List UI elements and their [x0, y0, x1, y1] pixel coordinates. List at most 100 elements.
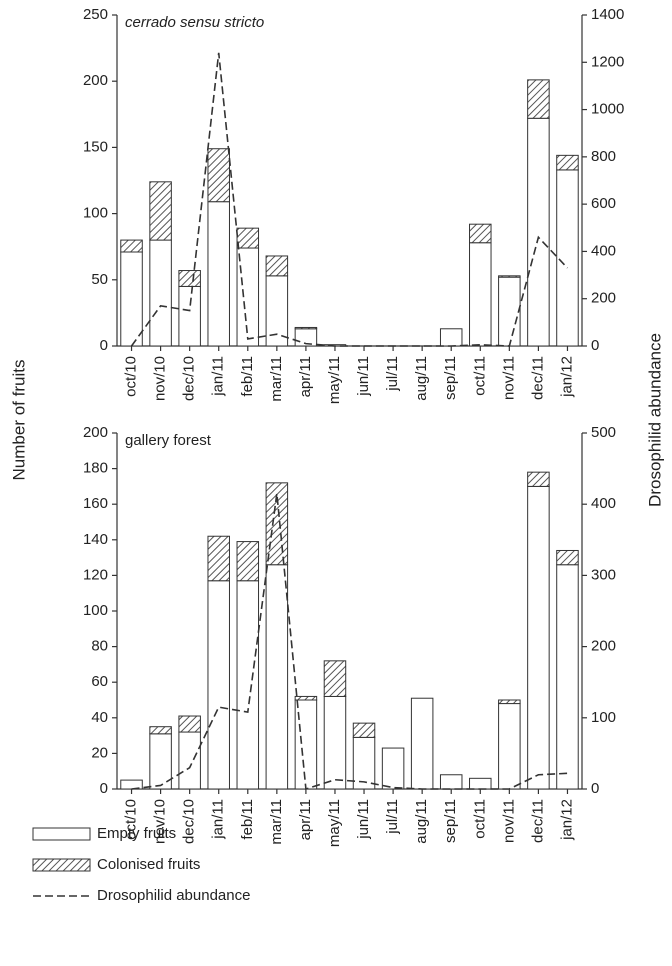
y2-tick-label: 200	[591, 638, 616, 655]
y2-axis-label: Drosophilid abundance	[645, 333, 664, 507]
bar	[381, 747, 405, 790]
bar	[469, 223, 492, 244]
bar	[352, 722, 376, 738]
legend-label: Colonised fruits	[97, 856, 200, 873]
x-tick-label: apr/11	[297, 799, 314, 840]
y2-tick-label: 1400	[591, 6, 624, 23]
x-tick-label: jul/11	[384, 799, 401, 835]
x-tick-label: sep/11	[442, 799, 459, 843]
y2-tick-label: 200	[591, 290, 616, 307]
y-tick-label: 80	[91, 638, 108, 655]
y-tick-label: 200	[83, 72, 108, 89]
bar	[439, 328, 463, 347]
panel-title: cerrado sensu stricto	[125, 14, 264, 31]
line	[131, 493, 568, 791]
bar	[236, 541, 260, 582]
x-tick-label: may/11	[326, 799, 343, 847]
x-tick-label: nov/10	[152, 356, 169, 401]
bar	[294, 326, 318, 330]
bar	[178, 270, 201, 287]
y2-tick-label: 100	[591, 709, 616, 726]
x-tick-label: jan/11	[210, 356, 227, 397]
bar	[236, 580, 260, 790]
x-tick-label: dec/10	[181, 799, 198, 844]
bar	[207, 148, 230, 203]
x-tick-label: jan/12	[558, 356, 575, 398]
bar	[207, 201, 230, 347]
y-tick-label: 60	[91, 673, 108, 690]
legend-label: Empty fruits	[97, 825, 176, 842]
y-tick-label: 100	[83, 602, 108, 619]
bar	[265, 482, 289, 566]
x-tick-label: oct/10	[123, 799, 140, 840]
x-tick-label: oct/10	[123, 356, 140, 397]
legend-swatch	[32, 827, 91, 841]
bar	[527, 471, 550, 487]
x-tick-label: oct/11	[471, 356, 488, 396]
bar	[149, 239, 172, 347]
bar	[265, 255, 289, 277]
x-tick-label: dec/11	[529, 356, 546, 400]
y-tick-label: 180	[83, 460, 108, 477]
x-tick-label: nov/11	[500, 799, 517, 843]
panel-title: gallery forest	[125, 432, 212, 449]
y-tick-label: 50	[91, 271, 108, 288]
bar	[556, 564, 579, 790]
y2-tick-label: 1000	[591, 101, 624, 118]
bar	[265, 275, 289, 347]
y2-tick-label: 600	[591, 195, 616, 212]
bar	[236, 227, 260, 249]
y-tick-label: 20	[91, 744, 108, 761]
y2-tick-label: 500	[591, 424, 616, 441]
x-tick-label: feb/11	[239, 799, 256, 840]
bar	[498, 276, 521, 347]
bar	[556, 169, 579, 347]
x-tick-label: aug/11	[413, 356, 430, 401]
y-tick-label: 200	[83, 424, 108, 441]
x-tick-label: oct/11	[471, 799, 488, 839]
x-tick-label: aug/11	[413, 799, 430, 844]
line	[130, 52, 569, 347]
y2-tick-label: 400	[591, 242, 616, 259]
bar	[323, 695, 347, 790]
bar	[207, 580, 230, 790]
x-tick-label: may/11	[326, 356, 343, 404]
bar	[149, 726, 172, 735]
y-tick-label: 250	[83, 6, 108, 23]
y-tick-label: 140	[83, 531, 108, 548]
y2-tick-label: 800	[591, 148, 616, 165]
bar	[149, 181, 172, 241]
x-tick-label: jun/11	[355, 356, 372, 397]
bar	[265, 564, 289, 790]
y2-tick-label: 0	[591, 780, 599, 797]
bar	[498, 275, 521, 278]
bar	[556, 154, 579, 171]
bar	[410, 697, 434, 790]
bar	[469, 777, 492, 790]
bar	[527, 117, 550, 347]
bar	[207, 535, 230, 582]
bar	[178, 731, 201, 790]
bar	[498, 703, 521, 790]
y-tick-label: 0	[100, 780, 108, 797]
bar	[527, 485, 550, 790]
y-axis-label: Number of fruits	[9, 360, 28, 481]
x-tick-label: nov/11	[500, 356, 517, 400]
x-tick-label: mar/11	[268, 799, 285, 845]
y2-tick-label: 400	[591, 495, 616, 512]
y2-tick-label: 0	[591, 337, 599, 354]
y-tick-label: 40	[91, 709, 108, 726]
legend-label: Drosophilid abundance	[97, 887, 250, 904]
bar	[469, 242, 492, 347]
bar	[439, 774, 463, 790]
y-tick-label: 120	[83, 566, 108, 583]
bar	[323, 660, 347, 697]
y-tick-label: 100	[83, 205, 108, 222]
bar	[178, 285, 201, 347]
y-tick-label: 150	[83, 138, 108, 155]
y-tick-label: 160	[83, 495, 108, 512]
bar	[294, 695, 318, 701]
bar	[120, 239, 143, 253]
x-tick-label: jul/11	[384, 356, 401, 392]
x-tick-label: nov/10	[152, 799, 169, 844]
